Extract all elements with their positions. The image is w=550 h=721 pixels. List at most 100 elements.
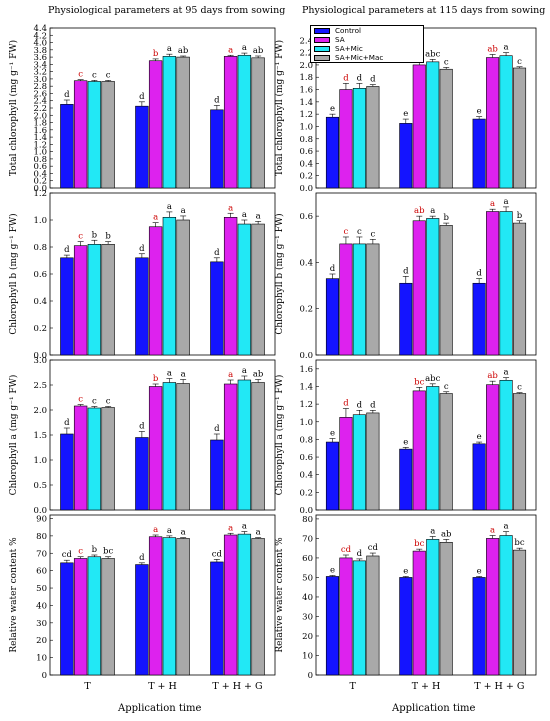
significance-letter: c (517, 383, 522, 393)
bar (101, 81, 115, 189)
y-tick-label: 3.2 (33, 68, 47, 78)
panel-frame (315, 514, 537, 676)
bar (251, 57, 265, 189)
significance-letter: a (228, 203, 233, 213)
significance-letter: b (105, 232, 111, 242)
y-axis-label: Chlorophyll a (mg g⁻¹ FW) (274, 375, 285, 496)
bar (426, 539, 440, 676)
x-tick-label: T + H + G (474, 681, 524, 692)
significance-letter: a (256, 528, 261, 538)
bar (210, 109, 224, 189)
bar (237, 379, 252, 511)
bar (412, 390, 426, 511)
significance-letter: a (167, 44, 172, 54)
y-tick-label: 1.8 (33, 119, 47, 129)
significance-letter: c (370, 229, 375, 239)
y-tick-label: 1.0 (33, 216, 47, 226)
y-tick-label: 2.0 (33, 111, 47, 121)
bar (135, 105, 149, 189)
y-tick-label: 0.5 (33, 481, 47, 491)
y-tick-label: 60 (302, 554, 313, 564)
y-tick-label: 90 (36, 514, 47, 524)
bar (210, 561, 224, 676)
significance-letter: a (490, 525, 495, 535)
significance-letter: a (167, 526, 172, 536)
significance-letter: ab (253, 370, 264, 380)
significance-letter: c (78, 547, 83, 557)
y-axis-label: Relative water content % (275, 537, 285, 653)
significance-letter: a (167, 369, 172, 379)
y-tick-label: 1.0 (299, 418, 313, 428)
significance-letter: a (504, 522, 509, 532)
y-tick-label: 20 (36, 636, 47, 646)
bar (210, 261, 224, 356)
significance-letter: ab (253, 46, 264, 56)
bar (223, 56, 238, 189)
significance-letter: a (228, 370, 233, 380)
bar (486, 538, 500, 676)
bar (486, 384, 500, 511)
bar (148, 60, 163, 189)
bar (512, 222, 527, 356)
bar (73, 245, 88, 356)
bar (426, 61, 440, 189)
significance-letter: a (242, 366, 247, 376)
y-tick-label: 0.0 (33, 351, 47, 361)
bar (472, 118, 486, 189)
significance-letter: d (139, 92, 145, 102)
legend-label: Control (335, 26, 361, 35)
bar (339, 243, 353, 356)
significance-letter: b (153, 49, 159, 59)
bar (439, 393, 453, 511)
significance-letter: d (343, 399, 349, 409)
bar (399, 448, 413, 511)
y-tick-label: 2.8 (33, 82, 47, 92)
bar (412, 220, 426, 356)
bar (87, 556, 102, 676)
bar (60, 257, 74, 356)
bar (399, 282, 413, 356)
bar (251, 223, 265, 356)
bar (162, 382, 177, 511)
legend-item: SA+Mic+Mac (311, 53, 423, 62)
bar (60, 562, 74, 676)
bar (352, 414, 366, 511)
y-tick-label: 0 (308, 671, 313, 681)
y-tick-label: 20 (302, 632, 313, 642)
bar (426, 218, 440, 356)
significance-letter: d (357, 549, 363, 559)
significance-letter: c (92, 70, 97, 80)
x-tick-label: T + H + G (212, 681, 262, 692)
y-tick-label: 40 (302, 593, 313, 603)
significance-letter: cd (62, 550, 73, 560)
y-tick-label: 50 (36, 584, 47, 594)
bar (223, 217, 238, 356)
bar (339, 557, 353, 676)
y-tick-label: 1.2 (33, 189, 47, 199)
bar (399, 577, 413, 676)
y-tick-label: 0.2 (299, 172, 313, 182)
significance-letter: d (64, 90, 70, 100)
significance-letter: e (330, 565, 335, 575)
y-tick-label: 0.0 (299, 506, 313, 516)
bar (472, 282, 486, 356)
legend-label: SA+Mic+Mac (335, 53, 384, 62)
y-tick-label: 0.0 (33, 506, 47, 516)
bar (101, 407, 115, 511)
significance-letter: e (477, 566, 482, 576)
y-tick-label: 1.8 (299, 73, 313, 83)
significance-letter: d (330, 264, 336, 274)
significance-letter: d (403, 266, 409, 276)
y-axis-label: Total chlorophyll (mg g⁻¹ FW) (8, 40, 19, 176)
left-column-title: Physiological parameters at 95 days from… (48, 5, 286, 16)
legend-label: SA (335, 35, 345, 44)
y-tick-label: 60 (36, 567, 47, 577)
significance-letter: c (92, 397, 97, 407)
y-tick-label: 1.0 (299, 122, 313, 132)
y-tick-label: 10 (36, 654, 47, 664)
y-tick-label: 40 (36, 601, 47, 611)
y-tick-label: 4.4 (33, 24, 47, 34)
significance-letter: ab (414, 206, 425, 216)
bar (412, 64, 426, 189)
